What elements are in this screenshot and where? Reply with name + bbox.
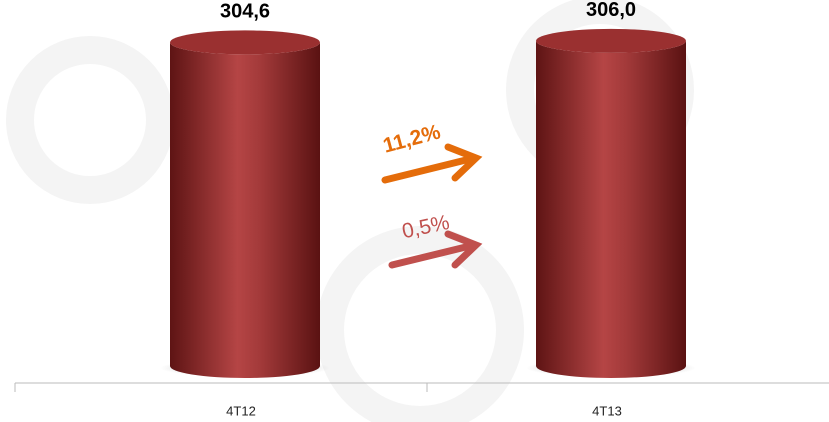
annotation: 11,2% bbox=[381, 120, 444, 157]
bar bbox=[536, 40, 686, 378]
value-label: 306,0 bbox=[586, 0, 636, 21]
bar-top bbox=[170, 30, 320, 55]
arrow bbox=[388, 230, 483, 269]
arrow bbox=[381, 143, 483, 184]
value-label: 304,6 bbox=[220, 1, 270, 23]
bar-top bbox=[536, 28, 686, 53]
bar bbox=[170, 42, 320, 379]
x-tick-label: 4T12 bbox=[226, 403, 256, 418]
x-tick-label: 4T13 bbox=[592, 403, 622, 418]
